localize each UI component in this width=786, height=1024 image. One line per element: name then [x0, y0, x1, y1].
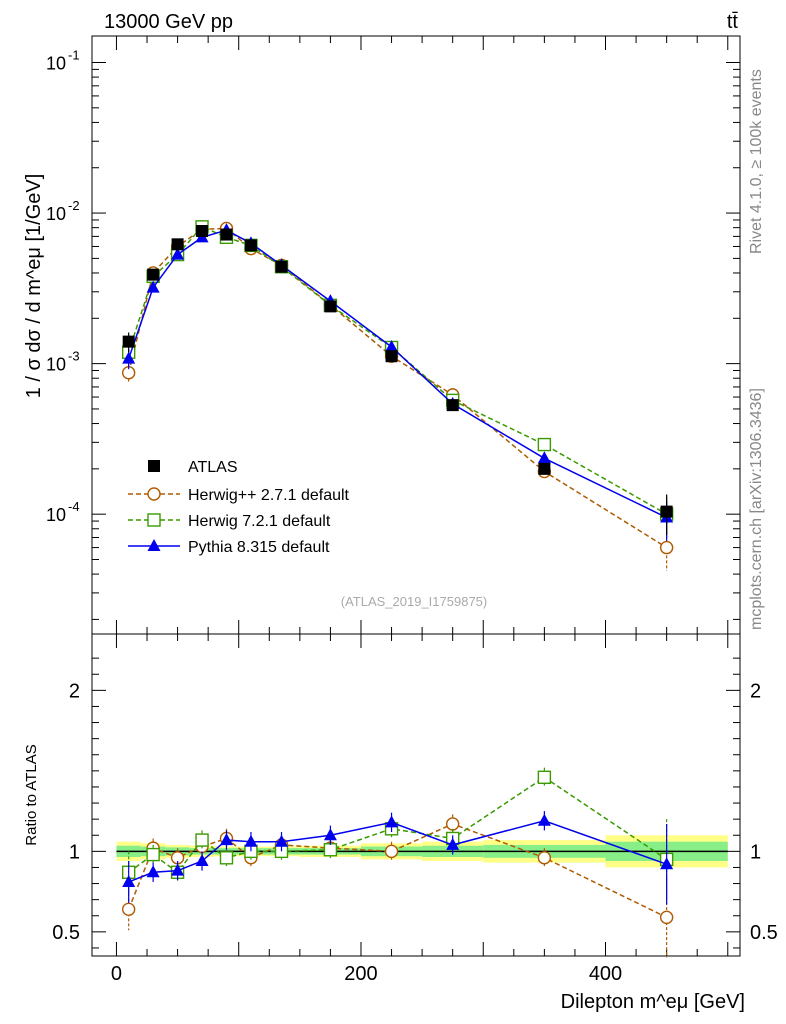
- data-point: [446, 399, 459, 412]
- ratio-point: [122, 874, 136, 887]
- ratio-frame: [91, 633, 741, 957]
- legend-label: ATLAS: [188, 459, 238, 476]
- main-panel: 10-110-210-310-4 (ATLAS_2019_I1759875) 1…: [23, 35, 741, 635]
- data-point: [275, 260, 288, 273]
- ratio-point: [244, 834, 258, 847]
- y-tick-label-exponent: -4: [68, 499, 80, 514]
- y-tick-label: 10: [46, 54, 66, 74]
- legend-marker: [148, 460, 160, 472]
- ratio-point: [385, 815, 399, 828]
- legend-label: Pythia 8.315 default: [188, 539, 330, 556]
- y-tick-label: 10: [46, 204, 66, 224]
- ratio-point: [659, 910, 674, 925]
- ratio-line: [127, 823, 667, 919]
- data-point: [538, 462, 551, 475]
- data-point: [324, 300, 337, 313]
- data-point: [122, 351, 136, 364]
- ratio-point: [445, 817, 460, 831]
- data-point: [659, 540, 674, 555]
- ratio-y-axis-title: Ratio to ATLAS: [23, 744, 40, 845]
- ratio-point: [323, 828, 337, 841]
- data-point: [146, 280, 160, 293]
- ratio-point: [537, 770, 552, 784]
- x-axis-title: Dilepton m^eμ [GeV]: [561, 991, 745, 1013]
- data-point: [122, 335, 135, 348]
- ratio-point: [195, 833, 209, 847]
- ratio-point: [323, 843, 338, 857]
- ratio-line: [128, 776, 668, 874]
- data-point: [660, 505, 673, 518]
- ratio-point: [537, 851, 552, 865]
- data-point: [171, 238, 184, 251]
- ratio-y-tick-label: 0.5: [52, 922, 80, 944]
- legend: ATLAS Herwig++ 2.7.1 default Herwig 7.2.1 …: [128, 459, 350, 556]
- y-tick-label: 10: [46, 505, 66, 525]
- rivet-version-label: Rivet 4.1.0, ≥ 100k events: [748, 69, 765, 254]
- data-point: [196, 225, 209, 238]
- series-0: [122, 225, 673, 535]
- process-label: tt̄: [727, 11, 739, 33]
- ratio-y-tick-label: 2: [69, 680, 80, 702]
- y-tick-label: 10: [46, 355, 66, 375]
- y-tick-label-exponent: -1: [68, 48, 80, 63]
- ratio-y-tick-label: 1: [69, 841, 80, 863]
- x-tick-label: 200: [344, 963, 377, 985]
- ratio-line: [128, 819, 667, 883]
- ratio-point: [219, 851, 234, 865]
- legend-marker: [147, 513, 161, 527]
- legend-marker: [147, 539, 161, 551]
- data-point: [385, 350, 398, 363]
- y-axis-title: 1 / σ dσ / d m^eμ [1/GeV]: [23, 174, 45, 399]
- ratio-point: [537, 813, 551, 826]
- ratio-point: [171, 863, 185, 876]
- ratio-point: [446, 837, 460, 850]
- ratio-y-tick-label-right: 0.5: [750, 922, 778, 944]
- x-tick-label: 400: [589, 963, 622, 985]
- data-point: [220, 228, 233, 241]
- series-line: [127, 229, 667, 519]
- mcplots-label: mcplots.cern.ch [arXiv:1306.3436]: [748, 388, 765, 630]
- ratio-point: [219, 833, 233, 846]
- ratio-point: [384, 844, 399, 859]
- ratio-y-tick-label-right: 2: [750, 680, 761, 702]
- ratio-point: [146, 865, 160, 878]
- data-point: [385, 339, 399, 352]
- ratio-point: [660, 857, 674, 870]
- energy-label: 13000 GeV pp: [104, 11, 233, 33]
- data-point: [171, 247, 185, 260]
- y-tick-label-exponent: -3: [68, 349, 80, 364]
- legend-label: Herwig++ 2.7.1 default: [188, 487, 350, 504]
- watermark: (ATLAS_2019_I1759875): [341, 594, 487, 609]
- data-point: [147, 268, 160, 281]
- legend-marker: [147, 487, 161, 501]
- x-tick-label: 0: [111, 963, 122, 985]
- legend-label: Herwig 7.2.1 default: [188, 513, 331, 530]
- ratio-panel: 0.5 0.5 1 1 2 2 0 200 400 Ratio to ATLAS Dilepto…: [23, 633, 778, 1013]
- ratio-point: [195, 854, 209, 867]
- ratio-series-1: [121, 767, 674, 900]
- ratio-series-2: [122, 811, 674, 905]
- data-point: [537, 451, 551, 464]
- y-tick-label-exponent: -2: [68, 198, 80, 213]
- ratio-point: [146, 847, 160, 862]
- ratio-point: [121, 902, 136, 917]
- data-point: [244, 239, 257, 252]
- data-point: [537, 437, 552, 452]
- ratio-point: [275, 834, 289, 847]
- ratio-y-tick-label-right: 1: [750, 841, 761, 863]
